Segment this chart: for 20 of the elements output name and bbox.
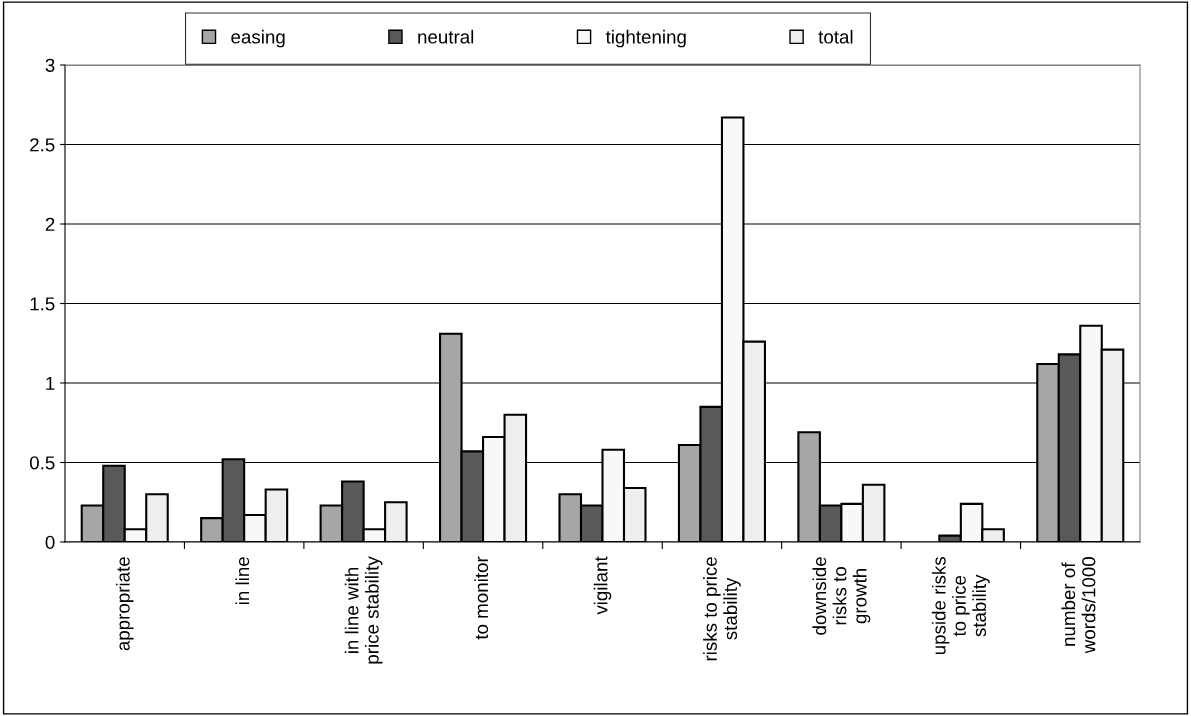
x-tick-label: upside risks to price stability [931,556,990,655]
x-tick-label: appropriate [115,557,134,651]
x-tick-label: vigilant [593,556,612,615]
legend-label: total [818,29,853,44]
x-tick-label: in line [235,557,250,605]
legend-label: neutral [418,29,474,44]
x-tick-label: downside risks to growth [812,557,871,635]
y-tick-label: 0.5 [29,456,55,470]
y-tick-label: 1.5 [30,297,55,311]
y-tick-label: 3 [45,58,55,72]
y-tick-label: 1 [46,376,55,390]
x-tick-label: risks to price stability [703,557,741,661]
legend-label: easing [231,29,285,48]
y-tick-label: 2 [45,217,55,231]
legend-label: tightening [605,29,686,48]
x-tick-label: to monitor [474,556,489,640]
x-tick-label: in line with price stability [344,556,383,664]
x-tick-label: number of words/1000 [1061,557,1096,654]
y-tick-label: 0 [45,535,55,549]
y-tick-label: 2.5 [30,138,55,152]
